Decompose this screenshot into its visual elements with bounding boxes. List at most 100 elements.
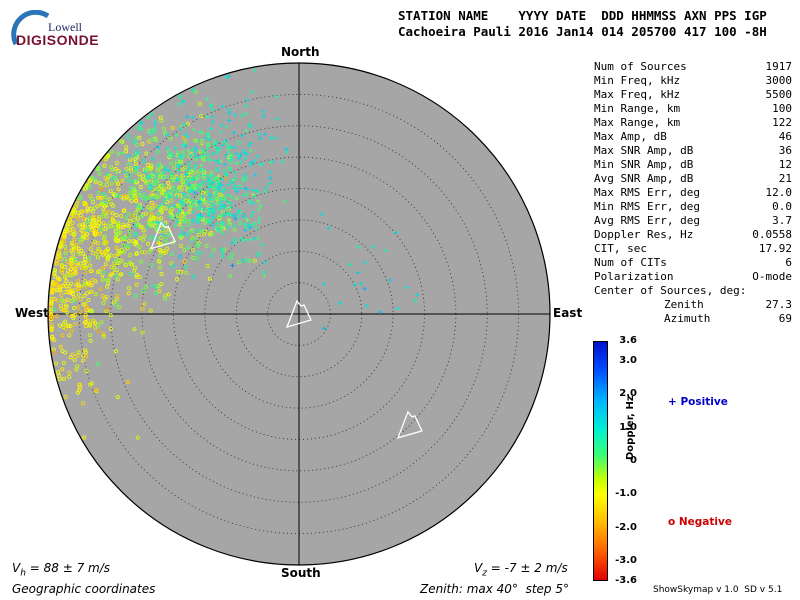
negative-source-point	[155, 149, 160, 154]
positive-source-point	[187, 218, 192, 223]
positive-source-point	[234, 189, 239, 194]
positive-source-point	[216, 161, 221, 166]
positive-source-point	[357, 245, 361, 249]
negative-source-point	[121, 224, 126, 229]
positive-source-point	[232, 145, 237, 150]
negative-source-point	[58, 344, 63, 349]
negative-source-point	[174, 217, 179, 222]
negative-source-point	[149, 200, 154, 205]
positive-source-point	[150, 220, 155, 225]
zenith-scale-label: Zenith: max 40° step 5°	[420, 582, 569, 596]
negative-source-point	[81, 302, 86, 307]
negative-source-point	[137, 135, 142, 140]
positive-source-point	[181, 191, 186, 196]
positive-source-point	[249, 237, 254, 242]
positive-source-point	[174, 133, 179, 138]
positive-source-point	[218, 224, 223, 229]
legend-negative-label: Negative	[678, 516, 732, 528]
negative-source-point	[99, 320, 104, 325]
positive-source-point	[193, 163, 198, 168]
negative-source-point	[59, 293, 64, 298]
negative-source-point	[241, 213, 246, 218]
negative-source-point	[192, 138, 197, 143]
negative-source-point	[127, 228, 132, 233]
negative-source-point	[58, 323, 63, 328]
positive-source-point	[250, 90, 255, 94]
positive-source-point	[200, 214, 204, 219]
negative-source-point	[105, 247, 110, 252]
positive-source-point	[180, 150, 185, 155]
negative-source-point	[131, 217, 136, 222]
positive-source-point	[261, 270, 266, 275]
negative-source-point	[137, 274, 142, 279]
negative-source-point	[153, 203, 158, 208]
negative-source-point	[126, 196, 131, 201]
stat-label: Min Range, km	[594, 102, 681, 115]
positive-source-point	[337, 301, 342, 306]
negative-source-point	[85, 182, 90, 187]
negative-source-point	[55, 313, 60, 318]
positive-source-point	[257, 251, 262, 256]
positive-source-point	[210, 223, 215, 228]
negative-source-point	[141, 288, 146, 293]
negative-source-point	[106, 255, 111, 260]
negative-source-point	[135, 221, 140, 226]
stat-value: 21	[778, 172, 792, 185]
negative-source-point	[50, 289, 55, 294]
positive-source-point	[191, 177, 196, 182]
negative-source-point	[181, 231, 186, 236]
stat-label: Max RMS Err, deg	[594, 186, 700, 199]
negative-source-point	[182, 248, 187, 253]
negative-source-point	[127, 172, 132, 177]
positive-source-point	[165, 132, 170, 137]
negative-source-point	[134, 197, 139, 202]
positive-source-point	[213, 168, 218, 173]
negative-source-point	[54, 361, 59, 366]
negative-source-point	[54, 261, 59, 266]
negative-source-point	[237, 140, 242, 145]
positive-source-point	[215, 221, 220, 226]
positive-source-point	[270, 159, 275, 164]
positive-source-point	[213, 192, 218, 197]
negative-source-point	[221, 210, 226, 215]
negative-source-point	[173, 189, 178, 194]
negative-source-point	[182, 259, 187, 264]
negative-source-point	[97, 171, 102, 176]
positive-source-point	[195, 148, 199, 153]
legend-positive-label: Positive	[680, 396, 728, 408]
negative-circle-icon: o	[668, 516, 676, 528]
negative-source-point	[233, 240, 238, 245]
negative-source-point	[211, 247, 216, 252]
negative-source-point	[133, 178, 138, 183]
negative-source-point	[162, 187, 167, 192]
negative-source-point	[57, 284, 62, 289]
negative-source-point	[78, 237, 83, 242]
velocity-marker-marker	[396, 410, 423, 439]
negative-source-point	[98, 287, 103, 292]
positive-source-point	[364, 303, 369, 308]
negative-source-point	[135, 435, 140, 440]
negative-source-point	[247, 258, 252, 263]
stat-label: Polarization	[594, 270, 674, 283]
positive-source-point	[183, 144, 188, 149]
negative-source-point	[176, 204, 181, 209]
negative-source-point	[135, 216, 140, 221]
negative-source-point	[183, 139, 188, 144]
positive-source-point	[154, 138, 159, 143]
positive-source-point	[182, 219, 187, 224]
negative-source-point	[186, 245, 191, 250]
negative-source-point	[145, 162, 150, 167]
negative-source-point	[166, 232, 171, 237]
positive-source-point	[413, 298, 418, 303]
positive-source-point	[216, 227, 221, 232]
negative-source-point	[83, 348, 88, 353]
negative-source-point	[143, 196, 148, 201]
positive-source-point	[120, 151, 125, 155]
negative-source-point	[138, 236, 143, 241]
positive-source-point	[245, 97, 250, 102]
negative-source-point	[150, 283, 155, 288]
negative-source-point	[114, 178, 119, 183]
positive-source-point	[197, 130, 202, 135]
positive-source-point	[363, 260, 368, 265]
positive-source-point	[239, 113, 244, 118]
